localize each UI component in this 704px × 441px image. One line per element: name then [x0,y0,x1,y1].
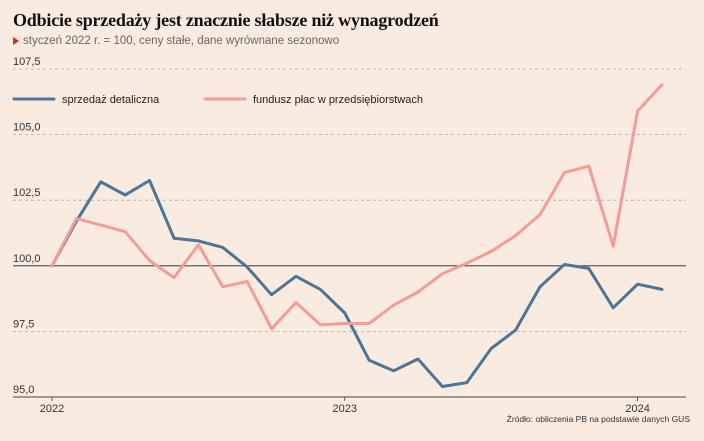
subtitle-marker-icon [13,37,19,45]
series-layer [50,83,664,388]
y-tick-label: 102,5 [13,187,41,199]
axis-layer: 95,0 97,5 100,0 102,5 105,0 107,5 2022 2023 2024 [13,56,686,415]
y-tick-label: 95,0 [13,384,34,396]
legend: sprzedaż detaliczna fundusz płac w przeds… [12,94,423,106]
legend-label: fundusz płac w przedsiębiorstwach [253,94,423,106]
y-tick-label: 107,5 [13,56,41,68]
x-tick-label: 2024 [625,403,649,415]
series-line-wages [50,83,664,331]
series-line-retail [50,179,664,388]
legend-label: sprzedaż detaliczna [62,94,160,106]
y-tick-label: 105,0 [13,122,41,134]
grid-layer [13,68,686,398]
chart-subtitle: styczeń 2022 r. = 100, ceny stałe, dane … [13,35,339,47]
subtitle-text: styczeń 2022 r. = 100, ceny stałe, dane … [23,35,340,47]
x-tick-label: 2023 [333,403,357,415]
y-tick-label: 100,0 [13,253,41,265]
x-tick-label: 2022 [40,403,64,415]
y-tick-label: 97,5 [13,318,34,330]
chart-title: Odbicie sprzedaży jest znacznie słabsze … [13,10,439,30]
source-note: Źródło: obliczenia PB na podstawie danyc… [506,414,690,424]
